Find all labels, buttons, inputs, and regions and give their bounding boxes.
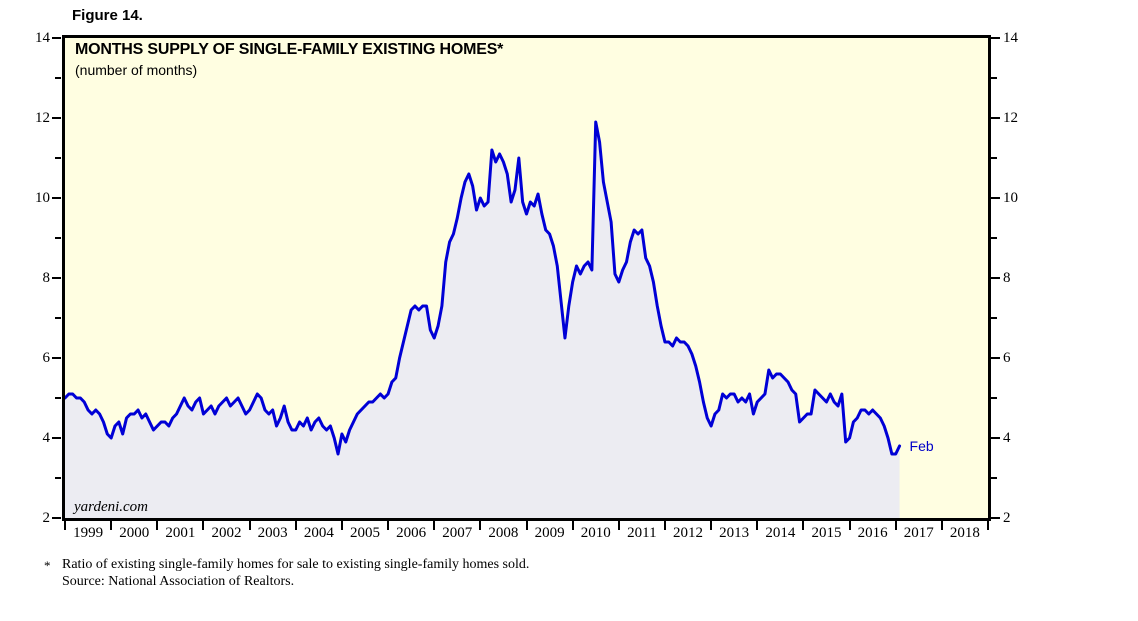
- x-year-boundary-tick: [894, 521, 897, 530]
- y-major-tick-right: [991, 37, 1000, 39]
- x-axis-year-label: 2001: [165, 525, 196, 541]
- x-year-boundary-tick: [940, 521, 943, 530]
- chart-subtitle: (number of months): [75, 62, 198, 78]
- y-major-tick-right: [991, 517, 1000, 519]
- x-axis-year-label: 2016: [857, 525, 888, 541]
- x-year-boundary-tick: [756, 521, 759, 530]
- y-axis-label-left: 10: [35, 190, 50, 206]
- y-axis-label-right: 6: [1003, 350, 1011, 366]
- y-axis-label-left: 12: [35, 110, 50, 126]
- x-year-boundary-tick: [571, 521, 574, 530]
- y-minor-tick-left: [55, 77, 61, 79]
- y-axis-label-left: 14: [35, 30, 50, 46]
- y-minor-tick-right: [991, 237, 997, 239]
- x-axis-year-label: 2000: [119, 525, 150, 541]
- x-year-boundary-tick: [987, 521, 989, 530]
- x-year-boundary-tick: [617, 521, 620, 530]
- x-axis-year-label: 2018: [949, 525, 980, 541]
- line-chart: [65, 120, 902, 518]
- y-axis-label-left: 2: [42, 510, 51, 526]
- y-axis-label-right: 4: [1003, 430, 1011, 446]
- y-major-tick-right: [991, 277, 1000, 279]
- x-axis-year-label: 2002: [211, 525, 242, 541]
- x-year-boundary-tick: [340, 521, 343, 530]
- x-year-boundary-tick: [110, 521, 113, 530]
- y-major-tick-left: [52, 37, 61, 39]
- y-major-tick-left: [52, 357, 61, 359]
- x-axis-year-label: 2017: [903, 525, 934, 541]
- footnote-line-2: Source: National Association of Realtors…: [62, 574, 295, 589]
- x-year-boundary-tick: [802, 521, 805, 530]
- y-minor-tick-right: [991, 477, 997, 479]
- y-axis-label-right: 2: [1003, 510, 1011, 526]
- x-axis-year-label: 2013: [719, 525, 750, 541]
- y-minor-tick-left: [55, 397, 61, 399]
- x-axis-year-label: 2007: [442, 525, 473, 541]
- y-major-tick-right: [991, 357, 1000, 359]
- x-year-boundary-tick: [663, 521, 666, 530]
- y-major-tick-right: [991, 437, 1000, 439]
- data-line: [65, 120, 902, 456]
- y-major-tick-right: [991, 197, 1000, 199]
- x-year-boundary-tick: [525, 521, 528, 530]
- y-axis-label-left: 4: [42, 430, 51, 446]
- figure-label: Figure 14.: [72, 7, 143, 24]
- y-major-tick-right: [991, 117, 1000, 119]
- y-axis-label-left: 6: [42, 350, 51, 366]
- y-minor-tick-left: [55, 317, 61, 319]
- x-axis-year-label: 2014: [765, 525, 796, 541]
- y-minor-tick-left: [55, 237, 61, 239]
- y-axis-label-right: 14: [1003, 30, 1018, 46]
- y-minor-tick-left: [55, 157, 61, 159]
- x-year-boundary-tick: [710, 521, 713, 530]
- y-axis-label-right: 8: [1003, 270, 1011, 286]
- x-year-boundary-tick: [202, 521, 205, 530]
- x-axis-year-label: 2005: [349, 525, 380, 541]
- series-end-label: Feb: [909, 438, 934, 454]
- x-axis-year-label: 2004: [303, 525, 334, 541]
- x-axis-year-label: 2011: [627, 525, 657, 541]
- x-year-boundary-tick: [433, 521, 436, 530]
- x-year-boundary-tick: [387, 521, 390, 530]
- area-fill: [65, 122, 900, 518]
- x-axis-year-label: 2008: [488, 525, 519, 541]
- y-major-tick-left: [52, 197, 61, 199]
- y-axis-label-left: 8: [42, 270, 51, 286]
- x-year-boundary-tick: [156, 521, 159, 530]
- y-major-tick-left: [52, 517, 61, 519]
- x-axis-year-label: 2006: [396, 525, 427, 541]
- x-axis-year-label: 2015: [811, 525, 842, 541]
- y-minor-tick-left: [55, 477, 61, 479]
- x-year-boundary-tick: [479, 521, 482, 530]
- plot-area: MONTHS SUPPLY OF SINGLE-FAMILY EXISTING …: [62, 35, 991, 521]
- y-major-tick-left: [52, 117, 61, 119]
- y-minor-tick-right: [991, 157, 997, 159]
- x-axis-year-label: 2009: [534, 525, 565, 541]
- x-year-boundary-tick: [848, 521, 851, 530]
- x-year-boundary-tick: [294, 521, 297, 530]
- y-axis-label-right: 12: [1003, 110, 1018, 126]
- footnote: * Ratio of existing single-family homes …: [44, 556, 529, 590]
- y-minor-tick-right: [991, 397, 997, 399]
- footnote-line-1: Ratio of existing single-family homes fo…: [62, 557, 530, 572]
- footnote-marker: *: [44, 558, 51, 573]
- x-year-boundary-tick: [64, 521, 66, 530]
- x-axis-year-label: 2012: [673, 525, 703, 541]
- y-minor-tick-right: [991, 317, 997, 319]
- y-minor-tick-right: [991, 77, 997, 79]
- x-axis-year-label: 1999: [73, 525, 104, 541]
- chart-title: MONTHS SUPPLY OF SINGLE-FAMILY EXISTING …: [75, 41, 504, 58]
- x-year-boundary-tick: [248, 521, 251, 530]
- watermark: yardeni.com: [74, 499, 149, 515]
- y-axis-label-right: 10: [1003, 190, 1018, 206]
- x-axis-year-label: 2003: [257, 525, 288, 541]
- x-axis-year-label: 2010: [580, 525, 611, 541]
- y-major-tick-left: [52, 437, 61, 439]
- y-major-tick-left: [52, 277, 61, 279]
